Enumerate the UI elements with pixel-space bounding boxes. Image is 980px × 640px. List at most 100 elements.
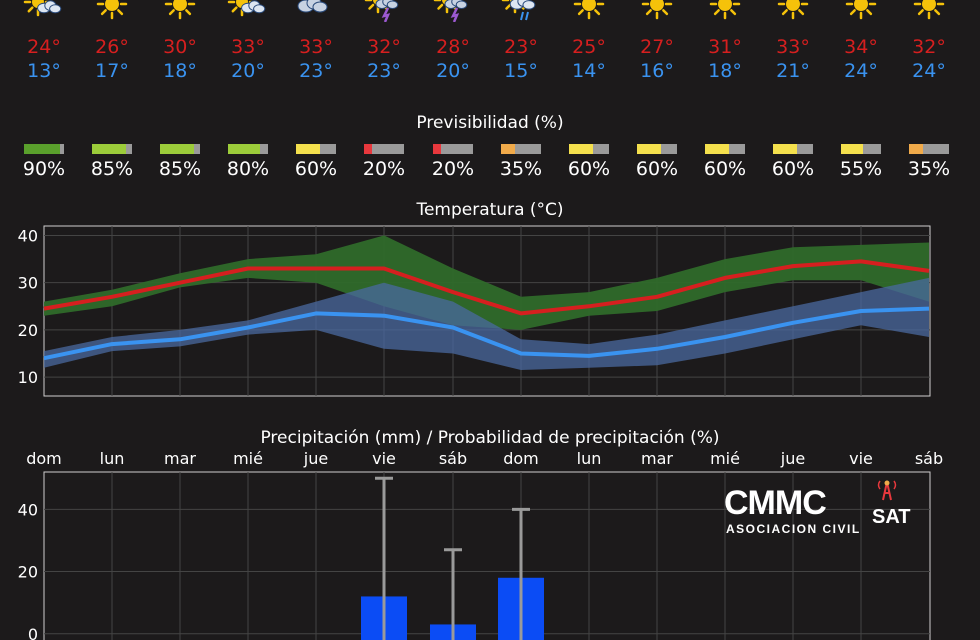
sun-cloud-icon <box>227 0 266 17</box>
predictability-label: 85% <box>158 158 202 180</box>
max-temperature-label: 33° <box>299 36 333 58</box>
day-label: lun <box>99 449 125 468</box>
predictability-fill <box>841 144 863 154</box>
max-temperature-label: 28° <box>436 36 470 58</box>
y-tick-label: 20 <box>18 321 38 340</box>
max-temperature-label: 25° <box>572 36 606 58</box>
predictability-title: Previsibilidad (%) <box>416 113 564 133</box>
min-temperature-label: 24° <box>912 60 946 82</box>
y-tick-label: 40 <box>18 226 38 245</box>
predictability-fill <box>296 144 320 154</box>
sun-icon <box>913 0 945 20</box>
predictability-bar <box>228 144 268 154</box>
predictability-bar <box>24 144 64 154</box>
predictability-bar <box>637 144 677 154</box>
day-label: mar <box>164 449 196 468</box>
precipitation-probability-marker <box>375 476 393 640</box>
predictability-label: 60% <box>635 158 679 180</box>
max-temperature-label: 24° <box>27 36 61 58</box>
predictability-label: 85% <box>90 158 134 180</box>
sun-cloud-icon <box>23 0 62 17</box>
precipitation-probability-marker <box>512 507 530 640</box>
max-temperature-label: 31° <box>708 36 742 58</box>
day-label: mié <box>233 449 263 468</box>
day-label: sáb <box>438 449 468 468</box>
predictability-label: 55% <box>839 158 883 180</box>
min-temperature-label: 16° <box>640 60 674 82</box>
day-label: jue <box>780 449 806 468</box>
day-label: mié <box>710 449 740 468</box>
predictability-fill <box>228 144 260 154</box>
predictability-label: 60% <box>703 158 747 180</box>
predictability-bar <box>841 144 881 154</box>
cloud-icon <box>297 0 328 13</box>
temperature-chart-title: Temperatura (°C) <box>416 200 564 220</box>
day-label: mar <box>641 449 673 468</box>
predictability-bar <box>433 144 473 154</box>
min-temperature-label: 15° <box>504 60 538 82</box>
min-temperature-label: 23° <box>367 60 401 82</box>
min-temperature-label: 13° <box>27 60 61 82</box>
predictability-fill <box>637 144 661 154</box>
predictability-bar <box>160 144 200 154</box>
sun-icon <box>845 0 877 20</box>
min-temperature-line <box>43 306 930 361</box>
min-temperature-label: 20° <box>231 60 265 82</box>
sun-icon <box>96 0 128 20</box>
predictability-label: 60% <box>771 158 815 180</box>
day-label: vie <box>849 449 873 468</box>
max-temperature-label: 27° <box>640 36 674 58</box>
max-temperature-label: 33° <box>776 36 810 58</box>
sun-icon <box>573 0 605 20</box>
day-label: lun <box>576 449 602 468</box>
predictability-fill <box>433 144 441 154</box>
logo-sat: SAT <box>872 506 911 528</box>
sun-icon <box>777 0 809 20</box>
y-tick-label: 20 <box>18 563 38 582</box>
min-temperature-label: 17° <box>95 60 129 82</box>
day-label: sáb <box>914 449 944 468</box>
min-temperature-label: 14° <box>572 60 606 82</box>
max-temperature-label: 32° <box>367 36 401 58</box>
sun-icon <box>164 0 196 20</box>
logo-wordmark: CMMC <box>724 484 827 522</box>
predictability-bar <box>569 144 609 154</box>
day-label: dom <box>26 449 62 468</box>
thunderstorm-icon <box>364 0 399 22</box>
predictability-bar <box>296 144 336 154</box>
precipitation-chart-title: Precipitación (mm) / Probabilidad de pre… <box>260 428 720 448</box>
predictability-label: 80% <box>226 158 270 180</box>
predictability-bar <box>364 144 404 154</box>
predictability-label: 35% <box>907 158 951 180</box>
antenna-icon <box>874 478 900 504</box>
min-temperature-label: 23° <box>299 60 333 82</box>
predictability-fill <box>909 144 923 154</box>
predictability-fill <box>92 144 126 154</box>
predictability-fill <box>364 144 372 154</box>
predictability-label: 60% <box>567 158 611 180</box>
min-temperature-band <box>44 277 929 370</box>
predictability-bar <box>773 144 813 154</box>
predictability-bar <box>92 144 132 154</box>
min-temperature-label: 20° <box>436 60 470 82</box>
predictability-label: 60% <box>294 158 338 180</box>
day-label: vie <box>372 449 396 468</box>
logo-subtitle: ASOCIACION CIVIL <box>726 522 861 536</box>
predictability-bar <box>501 144 541 154</box>
min-temperature-label: 18° <box>708 60 742 82</box>
max-temperature-label: 34° <box>844 36 878 58</box>
rain-cloud-icon <box>501 0 536 21</box>
min-temperature-label: 21° <box>776 60 810 82</box>
precipitation-plot-area <box>43 471 931 640</box>
y-tick-label: 0 <box>28 625 38 640</box>
max-temperature-label: 26° <box>95 36 129 58</box>
max-temperature-label: 33° <box>231 36 265 58</box>
predictability-label: 20% <box>362 158 406 180</box>
min-temperature-label: 18° <box>163 60 197 82</box>
predictability-fill <box>24 144 60 154</box>
day-label: jue <box>303 449 329 468</box>
predictability-label: 20% <box>431 158 475 180</box>
predictability-label: 90% <box>22 158 66 180</box>
day-label: dom <box>503 449 539 468</box>
